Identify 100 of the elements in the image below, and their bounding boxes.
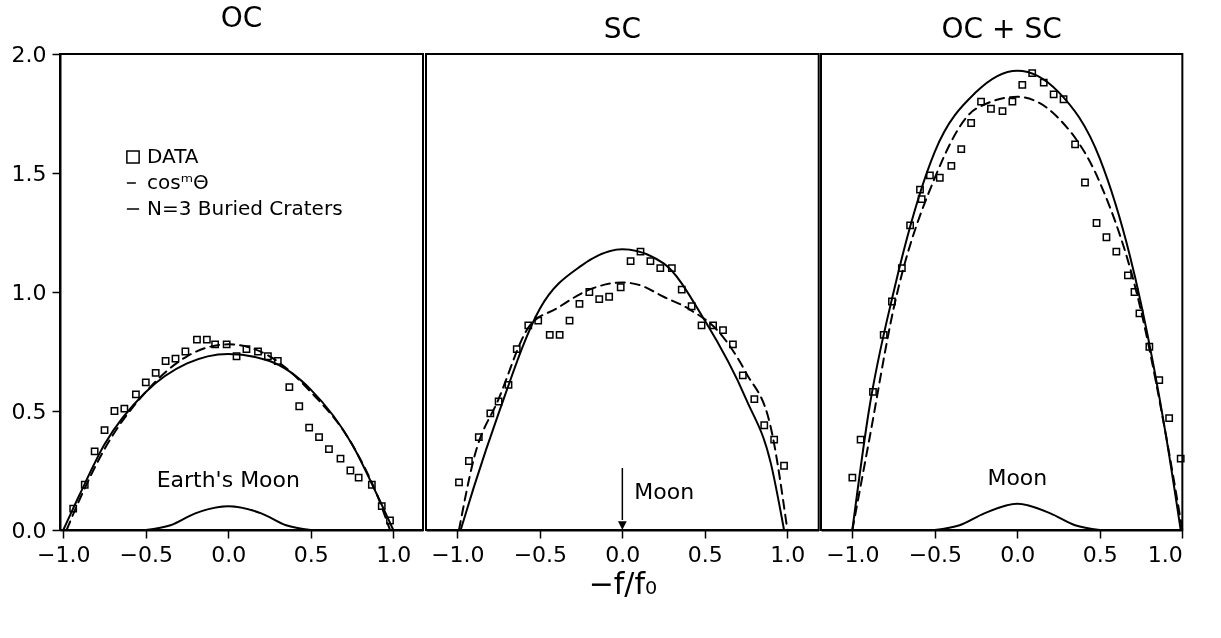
point [386, 516, 394, 525]
point [305, 423, 314, 432]
point [90, 447, 99, 456]
point [947, 161, 956, 170]
point [1135, 309, 1144, 318]
point [728, 340, 737, 349]
point [780, 461, 788, 470]
y-tick-label: 1.5 [11, 160, 47, 186]
point [1008, 97, 1017, 106]
point [987, 104, 995, 113]
point [211, 340, 220, 349]
point [869, 388, 877, 396]
point [1092, 219, 1101, 227]
point [336, 454, 345, 463]
chart-title: OC + SC [941, 12, 1062, 45]
point [202, 335, 211, 344]
legend-label: N=3 Buried Craters [147, 196, 343, 220]
point [377, 502, 386, 511]
legend-label: DATA [147, 144, 199, 168]
x-tick-label: −0.5 [908, 541, 963, 567]
point [1155, 376, 1164, 384]
x-tick-label: 1.0 [376, 541, 412, 567]
point [585, 288, 594, 296]
point [1130, 288, 1139, 296]
point [750, 395, 759, 404]
point [263, 352, 272, 361]
point [171, 354, 180, 363]
point [1071, 140, 1080, 149]
point [131, 390, 140, 399]
point [295, 402, 304, 411]
x-tick-label: −1.0 [37, 541, 91, 567]
point [856, 435, 865, 444]
point [242, 345, 251, 354]
point [879, 330, 888, 339]
point [254, 347, 262, 356]
point [646, 257, 655, 265]
point [1049, 90, 1058, 99]
point [770, 435, 779, 444]
annotation: Moon [987, 464, 1048, 490]
point [967, 119, 976, 127]
x-tick-label: −1.0 [826, 541, 880, 567]
x-tick-label: −1.0 [431, 541, 485, 567]
point [1176, 454, 1185, 463]
x-axis-title: −f/f₀ [588, 565, 658, 601]
x-tick-label: −0.5 [513, 541, 568, 567]
x-tick-label: −0.5 [119, 541, 174, 567]
x-tick-label: 0.0 [211, 541, 247, 567]
annotation: Moon [634, 479, 695, 504]
point [719, 326, 727, 334]
point [667, 264, 676, 273]
point [605, 292, 614, 301]
point [709, 321, 718, 330]
x-tick-label: 0.5 [687, 541, 723, 567]
point [1165, 414, 1174, 423]
point [1081, 178, 1089, 187]
point [1059, 95, 1068, 104]
point [636, 247, 645, 256]
point [575, 299, 584, 308]
point [555, 330, 564, 339]
point [998, 107, 1007, 116]
point [888, 297, 896, 306]
point [626, 257, 635, 265]
point [565, 316, 574, 325]
point [897, 264, 906, 273]
point [222, 340, 231, 349]
x-tick-label: 1.0 [1147, 541, 1183, 567]
point [354, 473, 363, 482]
point [935, 173, 944, 182]
point [760, 421, 769, 430]
y-tick-label: 1.0 [11, 279, 47, 305]
point [455, 478, 463, 487]
y-tick-label: 0.5 [11, 398, 47, 424]
point [474, 433, 483, 442]
point [494, 397, 503, 406]
point [677, 285, 686, 294]
point [193, 335, 201, 344]
chart-title: SC [603, 12, 642, 45]
x-tick-label: 0.5 [293, 541, 329, 567]
x-tick-label: 0.0 [605, 541, 641, 567]
point [1028, 69, 1037, 77]
point [346, 466, 355, 475]
x-tick-label: 0.5 [1082, 541, 1118, 567]
point [181, 347, 190, 356]
point [161, 357, 170, 365]
point [1112, 247, 1121, 256]
point [1102, 233, 1111, 242]
point [1145, 342, 1154, 351]
point [464, 457, 473, 465]
point [925, 171, 934, 180]
point [325, 445, 333, 453]
point [110, 407, 119, 415]
point [916, 185, 924, 194]
point [504, 380, 513, 389]
point [315, 433, 323, 442]
point [656, 264, 665, 273]
point [738, 371, 747, 380]
y-tick-label: 2.0 [11, 41, 47, 67]
point [697, 321, 706, 330]
point [486, 409, 495, 418]
point [917, 195, 926, 204]
